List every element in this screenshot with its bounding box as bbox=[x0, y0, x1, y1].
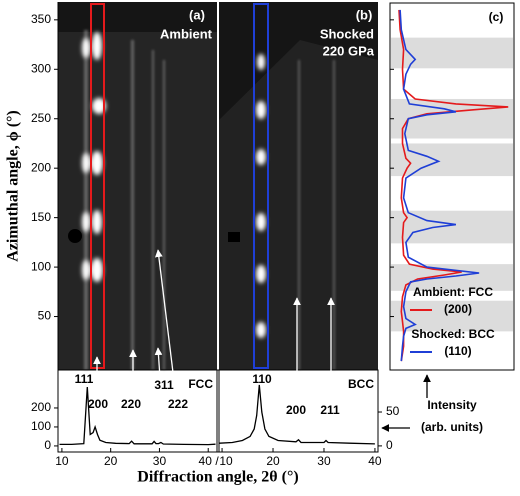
peak-label: 211 bbox=[320, 403, 340, 417]
spectrum bbox=[59, 387, 216, 446]
peak-label: 200 bbox=[286, 403, 306, 417]
panel-title: Shocked bbox=[320, 26, 374, 41]
panel-label: (b) bbox=[356, 7, 373, 22]
spectrum bbox=[219, 384, 375, 445]
x-tick-label: 40 bbox=[368, 454, 382, 468]
phase-label: BCC bbox=[348, 377, 374, 391]
x-tick-label: 40 bbox=[199, 454, 213, 468]
y-tick-label: 0 bbox=[44, 438, 51, 452]
y-tick-label: 0 bbox=[386, 438, 393, 452]
diffraction-image-b bbox=[219, 2, 378, 370]
shaded-bands bbox=[391, 37, 513, 332]
x-tick-label: 20 bbox=[266, 454, 280, 468]
highlight-box-b bbox=[253, 3, 269, 369]
y-tick-label: 100 bbox=[31, 259, 51, 273]
legend-label: Ambient: FCC bbox=[413, 285, 493, 299]
y-tick-label: 350 bbox=[31, 12, 51, 26]
peak-label: 311 bbox=[154, 378, 174, 392]
shaded-band bbox=[391, 143, 513, 177]
peak-arrows bbox=[93, 249, 335, 402]
spectra-frame bbox=[57, 369, 379, 453]
axis-break: / bbox=[215, 454, 219, 468]
legend-label: (110) bbox=[444, 344, 471, 358]
diffraction-image-a bbox=[58, 2, 217, 370]
y-tick-label: 200 bbox=[31, 160, 51, 174]
panel-title: Ambient bbox=[160, 26, 213, 41]
peak-label: 200 bbox=[88, 397, 108, 411]
shaded-band bbox=[391, 264, 513, 291]
intensity-label: (arb. units) bbox=[421, 420, 483, 434]
y-tick-label: 50 bbox=[386, 404, 400, 418]
intensity-curve bbox=[399, 9, 480, 362]
x-tick-label: 30 bbox=[153, 454, 167, 468]
phase-label: FCC bbox=[188, 377, 213, 391]
panel-c-frame bbox=[389, 2, 515, 371]
y-tick-label: 200 bbox=[31, 400, 51, 414]
y-tick-label: 150 bbox=[31, 210, 51, 224]
x-tick-label: 10 bbox=[219, 454, 233, 468]
y-tick-label: 100 bbox=[31, 419, 51, 433]
peak-label: 111 bbox=[75, 372, 94, 386]
peak-label: 220 bbox=[121, 397, 141, 411]
panel-label: (c) bbox=[489, 10, 504, 24]
legend-label: (200) bbox=[444, 302, 472, 316]
y-tick-label: 250 bbox=[31, 111, 51, 125]
peak-label: 110 bbox=[252, 372, 272, 386]
x-axis-label: Diffraction angle, 2θ (°) bbox=[137, 469, 298, 486]
legend-label: Shocked: BCC bbox=[411, 327, 495, 341]
peak-label: 222 bbox=[168, 397, 188, 411]
x-tick-label: 30 bbox=[317, 454, 331, 468]
intensity-label: Intensity bbox=[427, 398, 477, 412]
x-tick-label: 20 bbox=[104, 454, 118, 468]
intensity-arrows bbox=[381, 374, 431, 432]
y-axis-label: Azimuthal angle, ϕ (°) bbox=[5, 110, 22, 261]
y-tick-label: 50 bbox=[38, 309, 52, 323]
x-tick-label: 10 bbox=[55, 454, 69, 468]
panel-title: 220 GPa bbox=[323, 43, 375, 58]
shaded-band bbox=[391, 210, 513, 244]
intensity-curve bbox=[398, 9, 509, 362]
panel-label: (a) bbox=[189, 7, 205, 22]
y-tick-label: 300 bbox=[31, 61, 51, 75]
